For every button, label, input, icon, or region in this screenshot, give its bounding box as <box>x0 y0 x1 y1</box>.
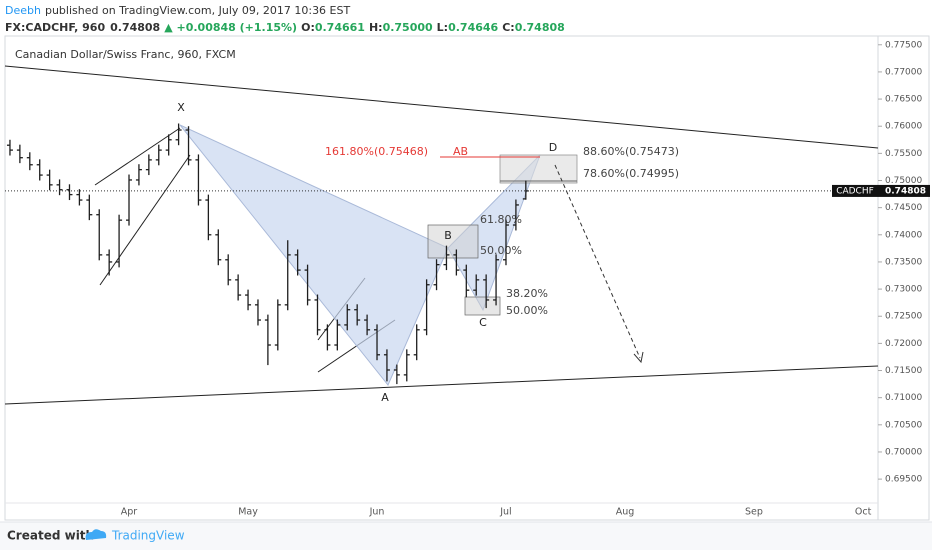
symbol-tag <box>832 184 878 197</box>
drawings: X A B C D 161.80%(0.75468) AB 88.60%(0.7… <box>4 65 879 405</box>
footer <box>0 522 932 550</box>
fib-label: 50.00% <box>506 304 548 317</box>
y-tick-label: 0.74500 <box>885 203 922 213</box>
x-tick-label: Jun <box>369 507 385 518</box>
footer-brand[interactable]: TradingView <box>111 529 185 543</box>
y-tick-label: 0.73000 <box>885 285 922 295</box>
y-tick-label: 0.76000 <box>885 122 922 132</box>
x-tick-label: Jul <box>499 507 511 518</box>
c-label: C: <box>502 21 514 34</box>
h-label: H: <box>369 21 383 34</box>
y-tick-label: 0.71500 <box>885 366 922 376</box>
pattern-label: D <box>549 141 557 154</box>
x-tick-label: Sep <box>745 507 763 518</box>
pattern-label: A <box>381 391 389 404</box>
pattern-label: X <box>177 101 185 114</box>
y-tick-label: 0.70000 <box>885 447 922 457</box>
y-tick-label: 0.72500 <box>885 312 922 322</box>
symbol-tag-label: CADCHF <box>836 186 874 196</box>
fib-label: 61.80% <box>480 213 522 226</box>
chart-title: Canadian Dollar/Swiss Franc, 960, FXCM <box>15 48 236 61</box>
change: ▲ +0.00848 (+1.15%) <box>164 21 297 34</box>
author[interactable]: Deebh <box>5 4 41 17</box>
y-tick-label: 0.76500 <box>885 95 922 105</box>
pattern-bcd <box>447 154 541 312</box>
pattern-label: C <box>479 316 487 329</box>
x-tick-label: Aug <box>616 507 635 518</box>
ohlc-series <box>6 123 529 385</box>
last: 0.74808 <box>110 21 160 34</box>
y-tick-label: 0.71000 <box>885 393 922 403</box>
header-line-2: FX:CADCHF, 960 0.74808 ▲ +0.00848 (+1.15%)… <box>5 21 565 34</box>
fib-box-c <box>464 296 501 316</box>
channel-line <box>99 154 191 286</box>
y-tick-label: 0.70500 <box>885 420 922 430</box>
y-tick-label: 0.73500 <box>885 257 922 267</box>
fib-label: 88.60%(0.75473) <box>583 145 679 158</box>
y-tick-label: 0.75500 <box>885 149 922 159</box>
fib-label: 38.20% <box>506 287 548 300</box>
y-tick-label: 0.72000 <box>885 339 922 349</box>
pattern-xab <box>179 124 449 386</box>
footer-created: Created with <box>7 529 94 543</box>
upper-trendline <box>4 65 879 149</box>
y-tick-label: 0.69500 <box>885 475 922 485</box>
fib-label: AB <box>453 145 468 158</box>
l-value: 0.74646 <box>448 21 498 34</box>
fib-label: 161.80%(0.75468) <box>325 145 428 158</box>
fib-box-b <box>427 224 479 259</box>
price-tag-label: 0.74808 <box>885 186 926 196</box>
x-tick-label: Oct <box>855 507 872 518</box>
y-tick-label: 0.75000 <box>885 176 922 186</box>
projection-arrow <box>554 164 641 359</box>
logo <box>85 529 107 540</box>
fib-label: 78.60%(0.74995) <box>583 167 679 180</box>
o-label: O: <box>301 21 315 34</box>
channel-line <box>94 127 181 186</box>
arrow-head <box>633 351 644 364</box>
fib-box-d <box>499 154 578 184</box>
chart-frame <box>4 35 930 521</box>
lower-trendline <box>4 365 879 405</box>
header-line-1: Deebh published on TradingView.com, July … <box>5 4 350 17</box>
y-tick-label: 0.74000 <box>885 230 922 240</box>
symbol: FX:CADCHF, 960 <box>5 21 105 34</box>
fib-label: 50.00% <box>480 244 522 257</box>
pattern-label: B <box>444 229 452 242</box>
h-value: 0.75000 <box>383 21 433 34</box>
x-tick-label: May <box>238 507 258 518</box>
y-tick-label: 0.77000 <box>885 67 922 77</box>
c-value: 0.74808 <box>515 21 565 34</box>
o-value: 0.74661 <box>315 21 365 34</box>
l-label: L: <box>437 21 448 34</box>
published: published on TradingView.com, July 09, 2… <box>45 4 351 17</box>
y-tick-label: 0.77500 <box>885 40 922 50</box>
x-tick-label: Apr <box>121 507 138 518</box>
price-tag <box>878 184 930 197</box>
